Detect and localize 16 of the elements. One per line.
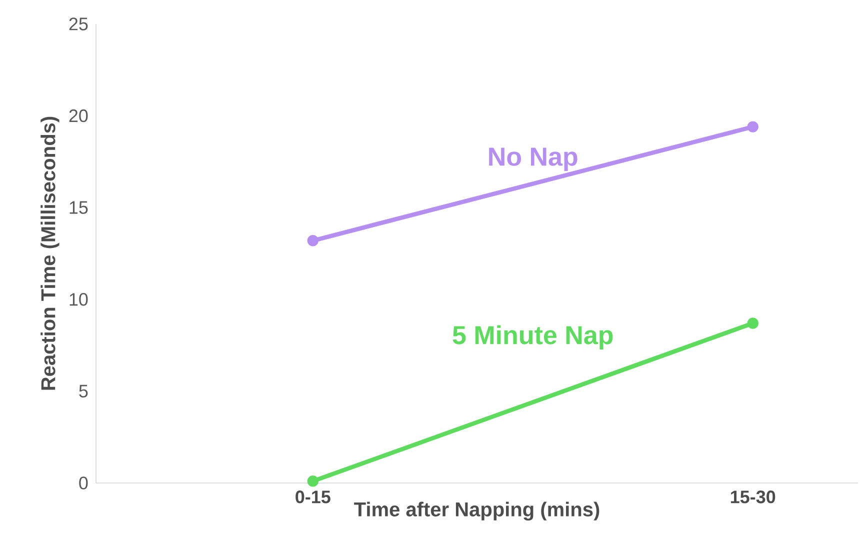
y-axis-title: Reaction Time (Milliseconds) [40, 116, 60, 390]
y-tick-label: 5 [79, 384, 88, 398]
x-tick-label: 0-15 [296, 490, 330, 504]
x-axis-title: Time after Napping (mins) [354, 502, 600, 521]
series-label: No Nap [489, 148, 578, 172]
point [747, 121, 758, 132]
y-tick-label: 0 [79, 476, 88, 490]
y-tick-label: 15 [70, 201, 88, 214]
point [307, 476, 318, 487]
point [747, 318, 758, 329]
x-tick-label: 15-30 [730, 490, 776, 504]
y-tick-label: 20 [69, 109, 88, 122]
series-label: 5 Minute Nap [452, 325, 613, 350]
y-tick-label: 10 [70, 293, 88, 306]
point [307, 235, 318, 246]
y-tick-label: 25 [69, 18, 88, 30]
